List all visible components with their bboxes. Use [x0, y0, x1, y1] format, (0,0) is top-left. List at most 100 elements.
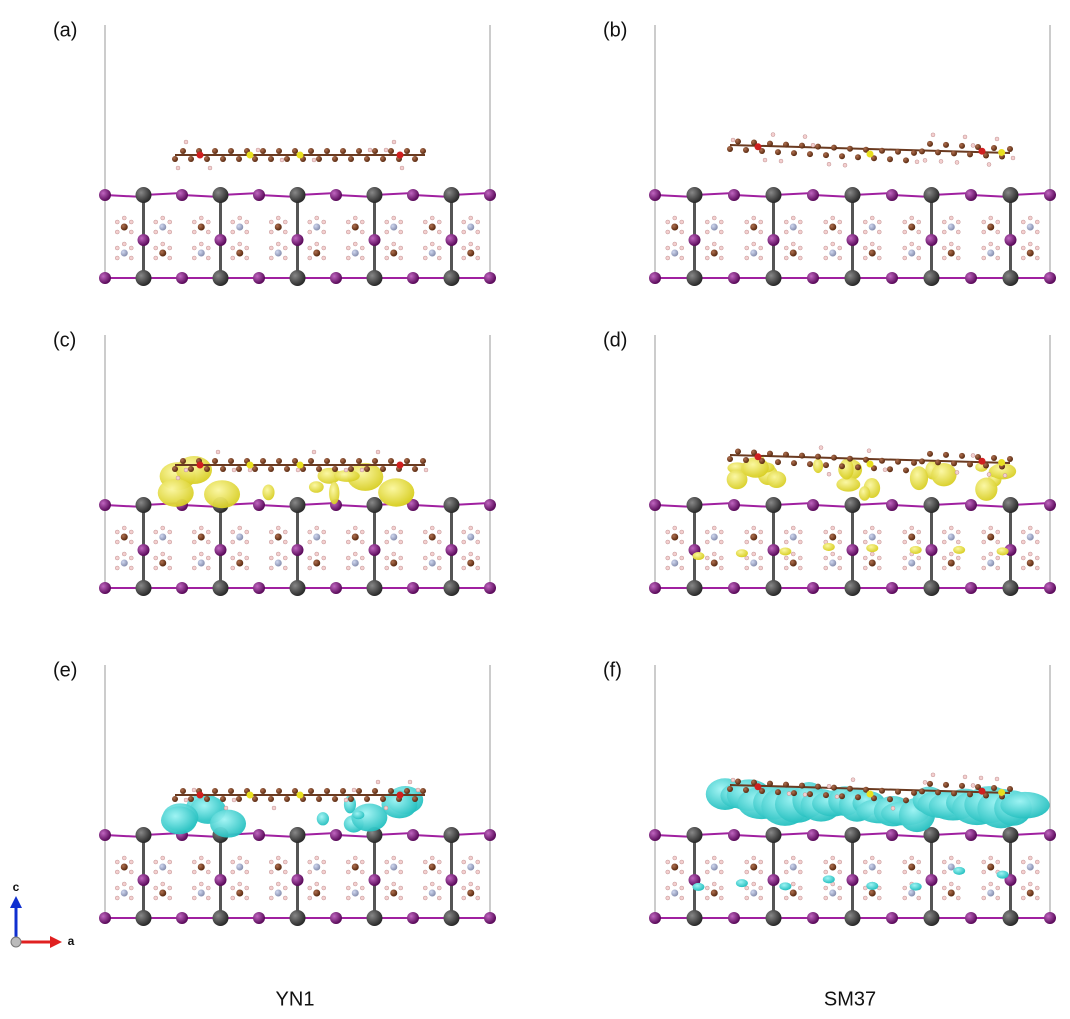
nitrogen — [1027, 224, 1034, 231]
hydrogen — [231, 530, 235, 534]
hydrogen — [877, 860, 881, 864]
nitrogen — [790, 224, 797, 231]
carbon — [204, 796, 210, 802]
halide-atom — [484, 829, 496, 841]
hydrogen — [392, 242, 396, 246]
carbon — [943, 142, 949, 148]
hydrogen — [115, 530, 119, 534]
heteroatom — [979, 458, 986, 465]
hydrogen — [385, 886, 389, 890]
cation — [705, 216, 723, 234]
cation — [423, 552, 441, 570]
hydrogen — [1003, 473, 1007, 477]
hydrogen — [199, 552, 203, 556]
carbon — [895, 789, 901, 795]
hydrogen — [824, 556, 828, 560]
hydrogen — [206, 860, 210, 864]
hydrogen — [392, 552, 396, 556]
cation — [745, 882, 763, 900]
halide-atom — [330, 582, 342, 594]
nitrogen — [467, 864, 474, 871]
hydrogen — [719, 540, 723, 544]
heteroatom — [867, 791, 874, 798]
metal-atom — [1003, 827, 1019, 843]
hydrogen — [154, 566, 158, 570]
hydrogen — [346, 566, 350, 570]
nitrogen — [711, 224, 718, 231]
carbon — [911, 460, 917, 466]
hydrogen — [867, 449, 871, 453]
hydrogen — [705, 220, 709, 224]
hydrogen — [759, 896, 763, 900]
hydrogen — [784, 230, 788, 234]
hydrogen — [1021, 530, 1025, 534]
hydrogen — [1028, 552, 1032, 556]
hydrogen — [784, 540, 788, 544]
hydrogen — [360, 540, 364, 544]
nitrogen — [352, 560, 359, 567]
isosurface — [813, 458, 823, 473]
halide-atom — [369, 544, 381, 556]
hydrogen — [122, 242, 126, 246]
hydrogen — [843, 163, 847, 167]
nitrogen — [467, 224, 474, 231]
hydrogen — [469, 242, 473, 246]
cation — [903, 552, 921, 570]
cation — [784, 242, 802, 260]
carbon — [879, 458, 885, 464]
carbon — [735, 449, 741, 455]
carbon — [919, 458, 925, 464]
metal-atom — [367, 910, 383, 926]
hydrogen — [719, 230, 723, 234]
carbon — [404, 148, 410, 154]
carbon — [316, 466, 322, 472]
carbon — [412, 796, 418, 802]
cation — [824, 856, 842, 874]
hydrogen — [423, 566, 427, 570]
carbon — [1007, 786, 1013, 792]
metal-atom — [290, 910, 306, 926]
hydrogen — [462, 540, 466, 544]
halide-atom — [484, 499, 496, 511]
carbon — [352, 224, 359, 231]
carbon — [308, 458, 314, 464]
cation — [705, 882, 723, 900]
carbon — [121, 864, 128, 871]
hydrogen — [949, 856, 953, 860]
hydrogen — [312, 450, 316, 454]
hydrogen — [1035, 556, 1039, 560]
hydrogen — [996, 556, 1000, 560]
cation — [308, 882, 326, 900]
hydrogen — [949, 526, 953, 530]
hydrogen — [346, 896, 350, 900]
hydrogen — [791, 552, 795, 556]
carbon — [750, 534, 757, 541]
hydrogen — [283, 220, 287, 224]
hydrogen — [245, 556, 249, 560]
carbon — [212, 788, 218, 794]
hydrogen — [996, 230, 1000, 234]
hydrogen — [996, 246, 1000, 250]
carbon — [775, 789, 781, 795]
hydrogen — [385, 896, 389, 900]
cation — [666, 242, 684, 260]
panel-label: (a) — [53, 19, 77, 41]
carbon — [356, 788, 362, 794]
carbon — [1007, 456, 1013, 462]
carbon — [332, 156, 338, 162]
hydrogen — [956, 230, 960, 234]
carbon — [467, 560, 474, 567]
halide-atom — [330, 912, 342, 924]
hydrogen — [798, 540, 802, 544]
cation — [269, 526, 287, 544]
carbon — [831, 145, 837, 151]
hydrogen — [956, 246, 960, 250]
cation — [462, 856, 480, 874]
hydrogen — [168, 256, 172, 260]
hydrogen — [385, 530, 389, 534]
halide-atom — [99, 499, 111, 511]
cation — [269, 216, 287, 234]
hydrogen — [353, 526, 357, 530]
hydrogen — [322, 220, 326, 224]
heteroatom — [197, 462, 204, 469]
